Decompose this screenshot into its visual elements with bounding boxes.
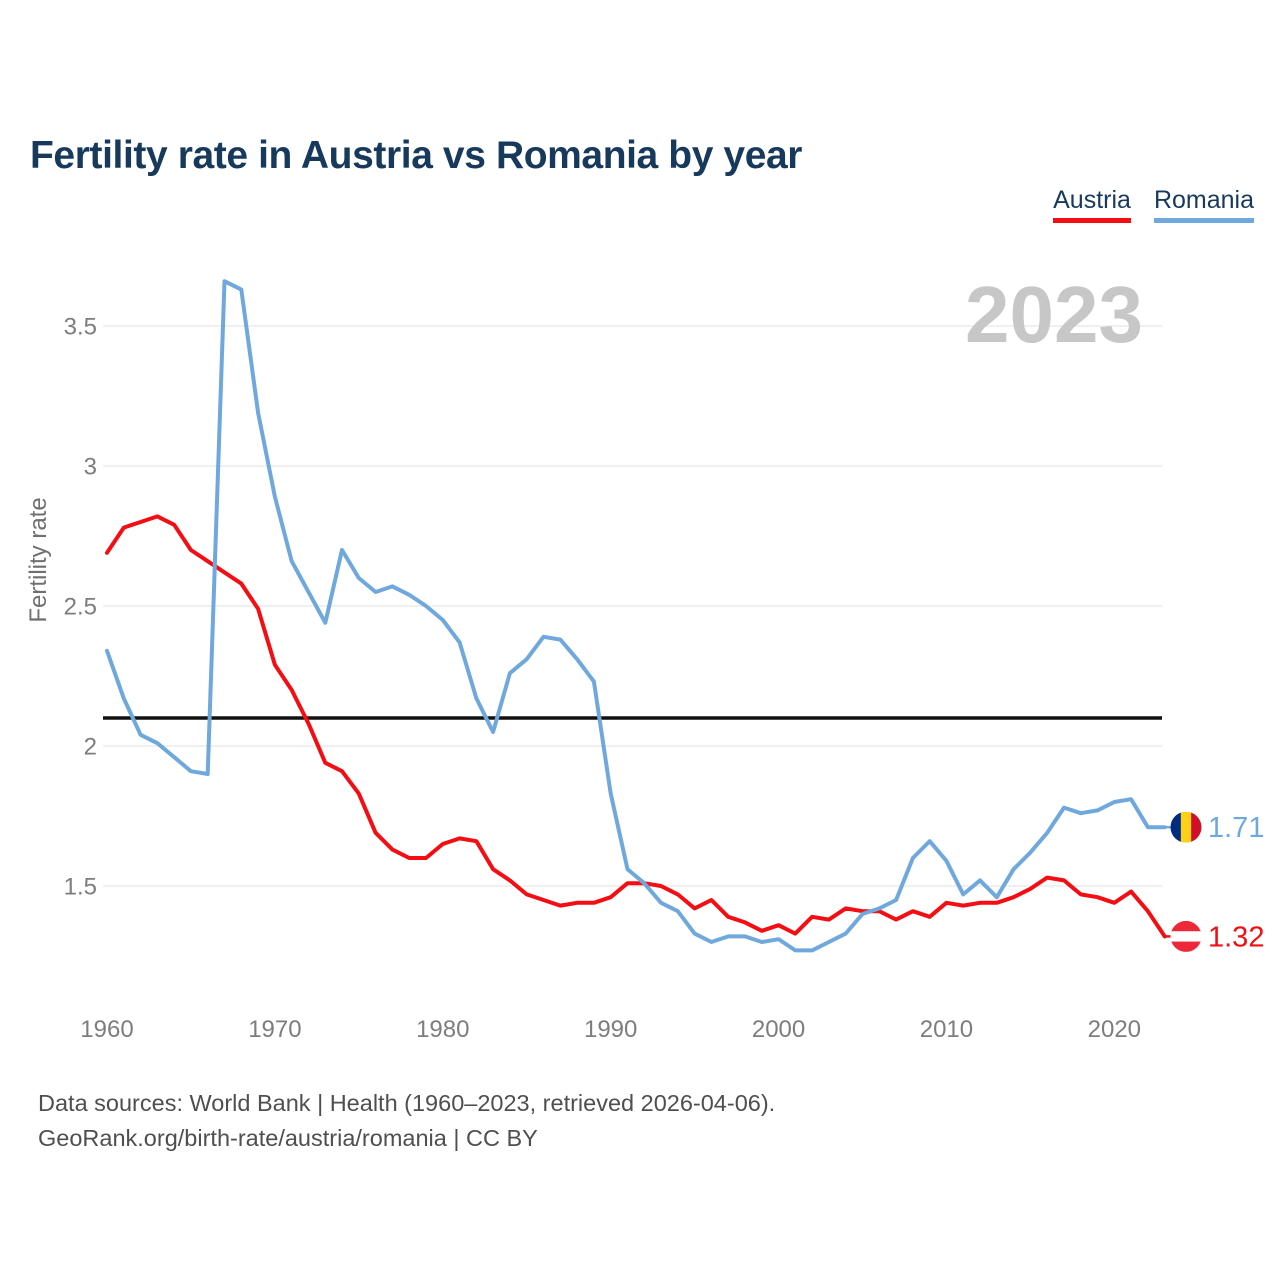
y-tick-label: 2 (84, 734, 97, 761)
footer-attribution-line: GeoRank.org/birth-rate/austria/romania |… (38, 1125, 538, 1151)
x-tick-label: 1980 (416, 1016, 469, 1043)
x-tick-label: 2020 (1088, 1016, 1141, 1043)
x-tick-label: 1970 (248, 1016, 301, 1043)
legend-label-austria: Austria (1053, 186, 1131, 214)
end-labels: 1.71 1.32 (1163, 811, 1264, 953)
x-tick-label: 1960 (80, 1016, 133, 1043)
footer: Data sources: World Bank | Health (1960–… (38, 1086, 775, 1156)
y-tick-label: 1.5 (64, 874, 97, 901)
x-tick-label: 2000 (752, 1016, 805, 1043)
romania-line (105, 279, 1167, 953)
x-tick-label: 1990 (584, 1016, 637, 1043)
austria-end-value: 1.32 (1208, 921, 1264, 953)
x-tick-label: 2010 (920, 1016, 973, 1043)
y-tick-label: 2.5 (64, 594, 97, 621)
romania-flag-icon (1170, 811, 1202, 843)
y-tick-label: 3.5 (64, 314, 97, 341)
legend-item-romania[interactable]: Romania (1153, 186, 1254, 223)
gridlines (103, 325, 1162, 887)
footer-sources-line: Data sources: World Bank | Health (1960–… (38, 1090, 776, 1116)
y-tick-label: 3 (84, 454, 97, 481)
page-title: Fertility rate in Austria vs Romania by … (30, 134, 803, 178)
watermark-year: 2023 (965, 270, 1143, 359)
romania-end-value: 1.71 (1208, 812, 1264, 844)
austria-flag-icon (1170, 920, 1202, 952)
legend-item-austria[interactable]: Austria (1053, 186, 1131, 223)
y-axis-title: Fertility rate (25, 497, 52, 622)
series-lines (105, 279, 1167, 953)
austria-line (105, 514, 1167, 939)
axis-tick-labels: 1.5 2 2.5 3 3.5 1960 1970 1980 1990 2000 2010 2020 (64, 314, 1141, 1044)
legend: Austria Romania (1053, 186, 1254, 223)
legend-label-romania: Romania (1153, 186, 1254, 214)
